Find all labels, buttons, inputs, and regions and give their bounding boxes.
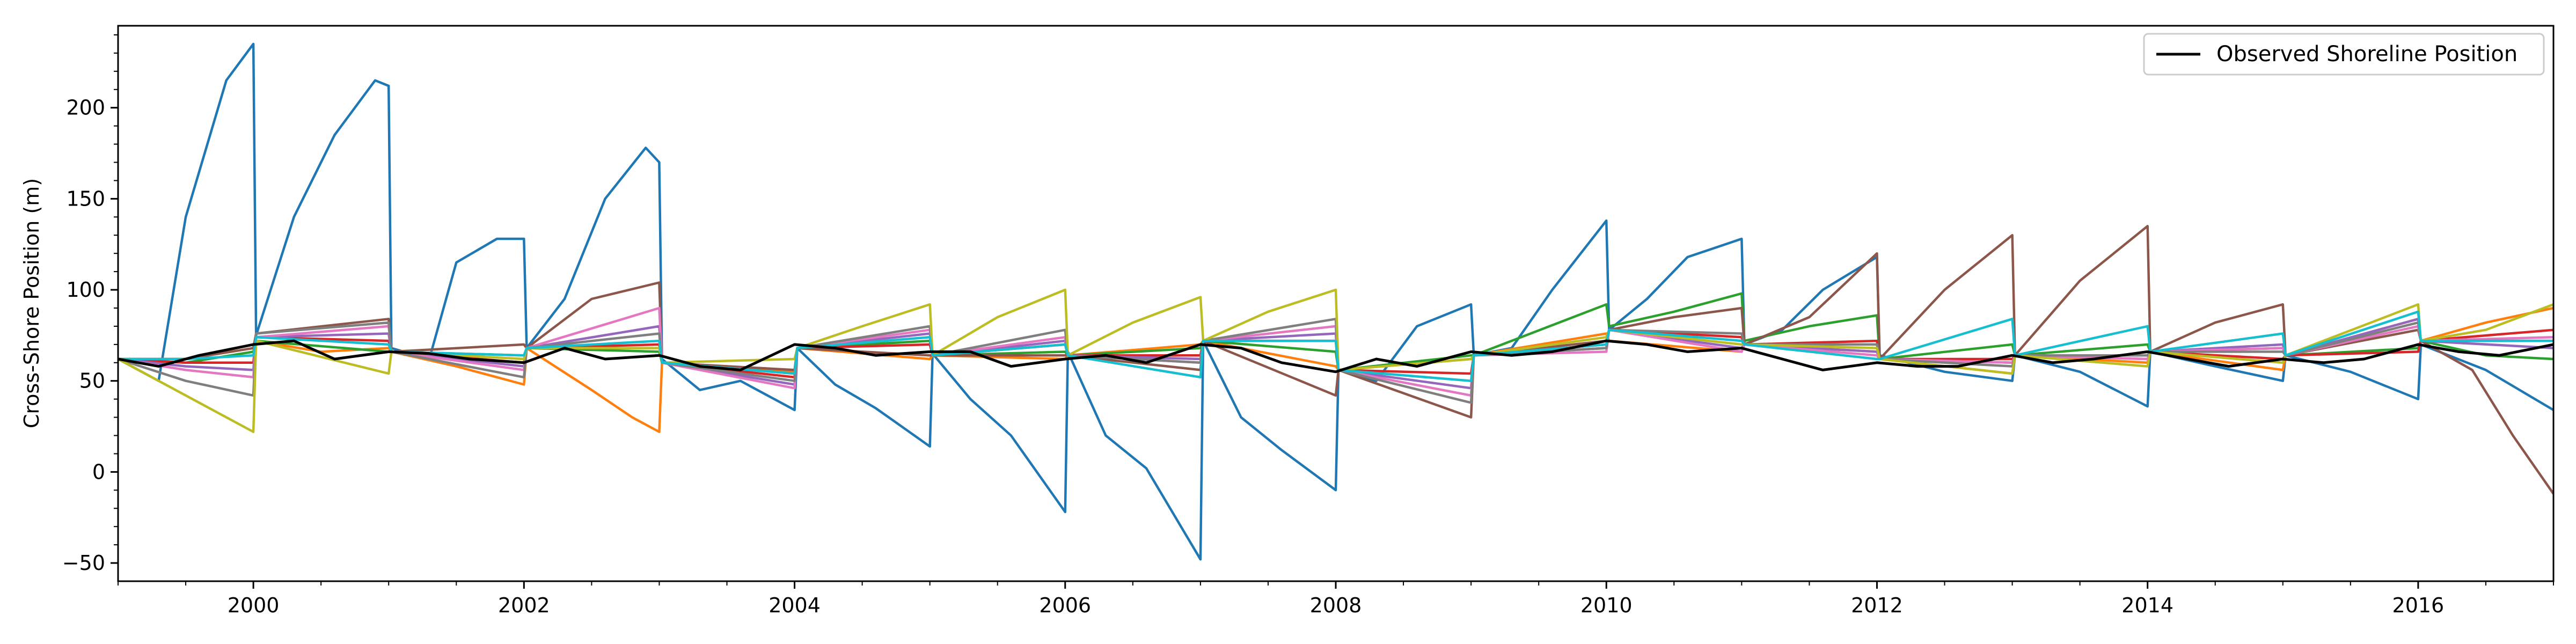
y-axis: −50 0 50 100 150 200 [62, 34, 118, 575]
legend-frame [2143, 33, 2545, 76]
x-tick-label: 2004 [769, 594, 821, 617]
y-tick-label: 50 [79, 369, 105, 393]
series-line-observed [118, 339, 2553, 374]
series-layer [118, 42, 2553, 561]
legend: Observed Shoreline Position [2143, 33, 2545, 76]
x-tick-label: 2002 [498, 594, 550, 617]
x-tick-label: 2016 [2392, 594, 2445, 617]
y-axis-title: Cross-Shore Position (m) [20, 178, 43, 428]
legend-label: Observed Shoreline Position [2216, 42, 2518, 67]
x-tick-label: 2014 [2121, 594, 2174, 617]
y-tick-label: 200 [66, 96, 105, 120]
y-tick-label: 0 [92, 460, 105, 484]
x-tick-label: 2000 [228, 594, 280, 617]
y-tick-label: −50 [62, 551, 105, 575]
y-tick-label: 100 [66, 278, 105, 302]
series-line-9 [118, 310, 2553, 382]
y-tick-label: 150 [66, 187, 105, 210]
x-tick-label: 2008 [1310, 594, 1362, 617]
x-tick-label: 2006 [1039, 594, 1091, 617]
x-axis: 2000 2002 2004 2006 2008 2010 2012 2014 2016 [118, 581, 2554, 617]
x-tick-label: 2010 [1580, 594, 1633, 617]
x-tick-label: 2012 [1851, 594, 1903, 617]
